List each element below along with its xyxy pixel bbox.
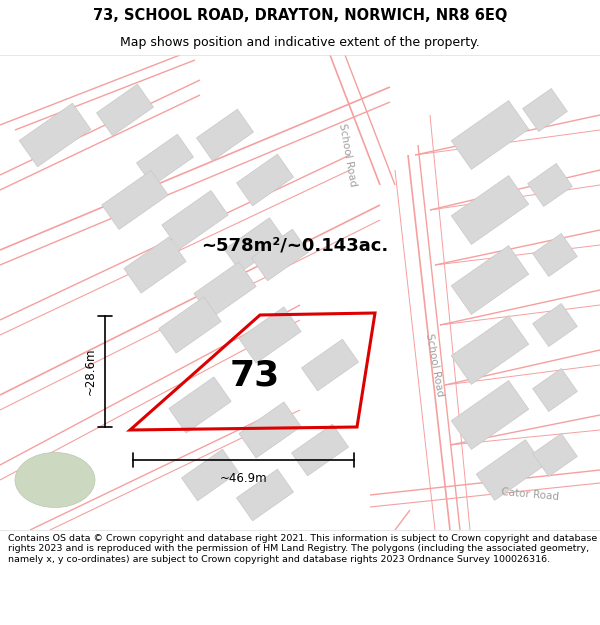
Polygon shape <box>533 304 577 346</box>
Polygon shape <box>136 134 194 186</box>
Polygon shape <box>169 377 231 433</box>
Polygon shape <box>533 369 577 411</box>
Text: ~46.9m: ~46.9m <box>220 472 268 485</box>
Polygon shape <box>523 89 568 131</box>
Polygon shape <box>451 101 529 169</box>
Polygon shape <box>194 262 256 318</box>
Polygon shape <box>162 191 228 249</box>
Polygon shape <box>181 449 239 501</box>
Polygon shape <box>451 176 529 244</box>
Polygon shape <box>236 469 293 521</box>
Polygon shape <box>102 171 168 229</box>
Polygon shape <box>533 234 577 276</box>
Polygon shape <box>19 103 91 167</box>
Text: 73, SCHOOL ROAD, DRAYTON, NORWICH, NR8 6EQ: 73, SCHOOL ROAD, DRAYTON, NORWICH, NR8 6… <box>93 8 507 23</box>
Polygon shape <box>236 154 293 206</box>
Polygon shape <box>239 307 301 363</box>
Text: ~578m²/~0.143ac.: ~578m²/~0.143ac. <box>202 236 389 254</box>
Text: School Road: School Road <box>338 122 358 188</box>
Text: Contains OS data © Crown copyright and database right 2021. This information is : Contains OS data © Crown copyright and d… <box>8 534 597 564</box>
Polygon shape <box>124 237 186 293</box>
Polygon shape <box>251 229 308 281</box>
Polygon shape <box>451 316 529 384</box>
Text: ~28.6m: ~28.6m <box>84 348 97 395</box>
Polygon shape <box>451 381 529 449</box>
Text: Map shows position and indicative extent of the property.: Map shows position and indicative extent… <box>120 36 480 49</box>
Polygon shape <box>476 439 544 501</box>
Ellipse shape <box>15 452 95 508</box>
Polygon shape <box>451 246 529 314</box>
Polygon shape <box>224 217 286 272</box>
Polygon shape <box>97 84 154 136</box>
Polygon shape <box>196 109 254 161</box>
Text: Cator Road: Cator Road <box>501 488 559 502</box>
Polygon shape <box>159 297 221 353</box>
Text: 73: 73 <box>230 358 280 392</box>
Text: School Road: School Road <box>425 332 445 398</box>
Polygon shape <box>533 434 577 476</box>
Polygon shape <box>301 339 359 391</box>
Polygon shape <box>239 402 301 458</box>
Polygon shape <box>292 424 349 476</box>
Polygon shape <box>527 164 572 206</box>
